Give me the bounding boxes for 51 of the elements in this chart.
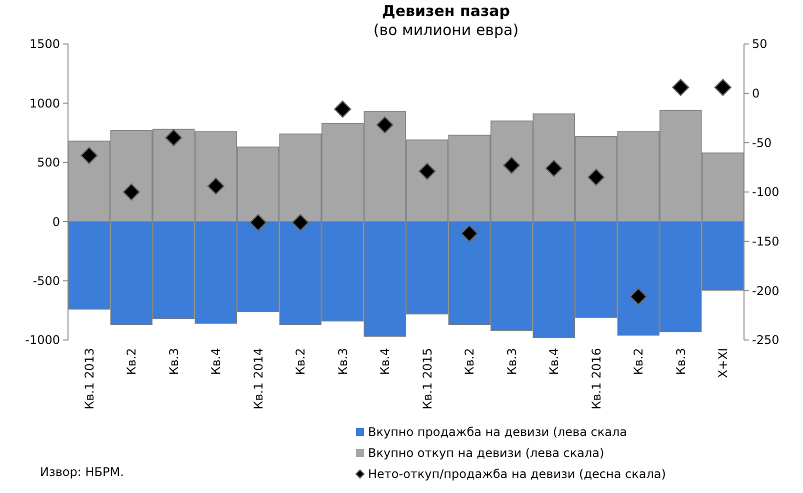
point <box>80 146 98 164</box>
x-tick-label: Кв.1 2014 <box>251 348 266 410</box>
x-tick-label: Кв.4 <box>378 348 392 376</box>
y-tick-label: 1000 <box>29 96 60 110</box>
x-tick-label: Кв.1 2015 <box>420 348 434 410</box>
x-tick-label: Кв.1 2013 <box>82 348 96 410</box>
point <box>418 162 436 180</box>
x-tick-label: Кв.2 <box>462 348 477 376</box>
point <box>250 214 267 232</box>
x-tick-label: Кв.3 <box>674 348 688 376</box>
point <box>376 116 394 134</box>
x-tick-label: Кв.3 <box>504 348 519 376</box>
x-tick-label: Кв.3 <box>166 348 181 376</box>
x-tick-label: Кв.2 <box>124 348 139 376</box>
y-tick-label: 1500 <box>29 37 60 52</box>
legend-label: Вкупно продажба на девизи (лева скала <box>368 425 628 440</box>
y2-tick-label: -200 <box>752 284 780 298</box>
point <box>503 156 520 174</box>
y-tick-label: 0 <box>52 214 60 229</box>
x-tick-label: Кв.4 <box>209 348 224 376</box>
y2-tick-label: -150 <box>752 234 780 249</box>
chart-title: Девизен пазар <box>382 2 510 20</box>
y2-tick-label: -250 <box>752 333 780 348</box>
point <box>672 78 690 96</box>
x-tick-label: Кв.3 <box>336 348 350 376</box>
y2-tick-label: -50 <box>752 136 772 150</box>
y2-tick-label: 0 <box>752 86 760 101</box>
text: Извор: НБРМ. <box>40 465 124 479</box>
point <box>545 160 562 177</box>
y-tick-label: -1000 <box>25 333 60 348</box>
point <box>122 183 140 201</box>
legend-label: Нето-откуп/продажба на девизи (десна скала) <box>368 467 666 482</box>
point <box>165 129 182 146</box>
x-tick-label: Кв.1 2016 <box>589 348 604 410</box>
x-tick-label: Кв.2 <box>294 348 308 376</box>
point <box>714 78 732 96</box>
point <box>460 224 478 242</box>
point <box>588 168 605 186</box>
point <box>334 100 352 118</box>
y-tick-label: -500 <box>32 274 60 288</box>
point <box>207 177 224 195</box>
point <box>630 288 647 306</box>
y2-tick-label: 50 <box>752 37 768 52</box>
y-tick-label: 500 <box>37 156 60 170</box>
legend-label: Вкупно откуп на девизи (лева скала) <box>368 446 604 460</box>
x-tick-label: Кв.2 <box>632 348 646 376</box>
point <box>292 214 309 232</box>
x-tick-label: X+XI <box>716 348 730 378</box>
chart-subtitle: (во милиони евра) <box>373 21 519 39</box>
y2-tick-label: -100 <box>752 185 780 200</box>
x-tick-label: Кв.4 <box>547 348 562 376</box>
